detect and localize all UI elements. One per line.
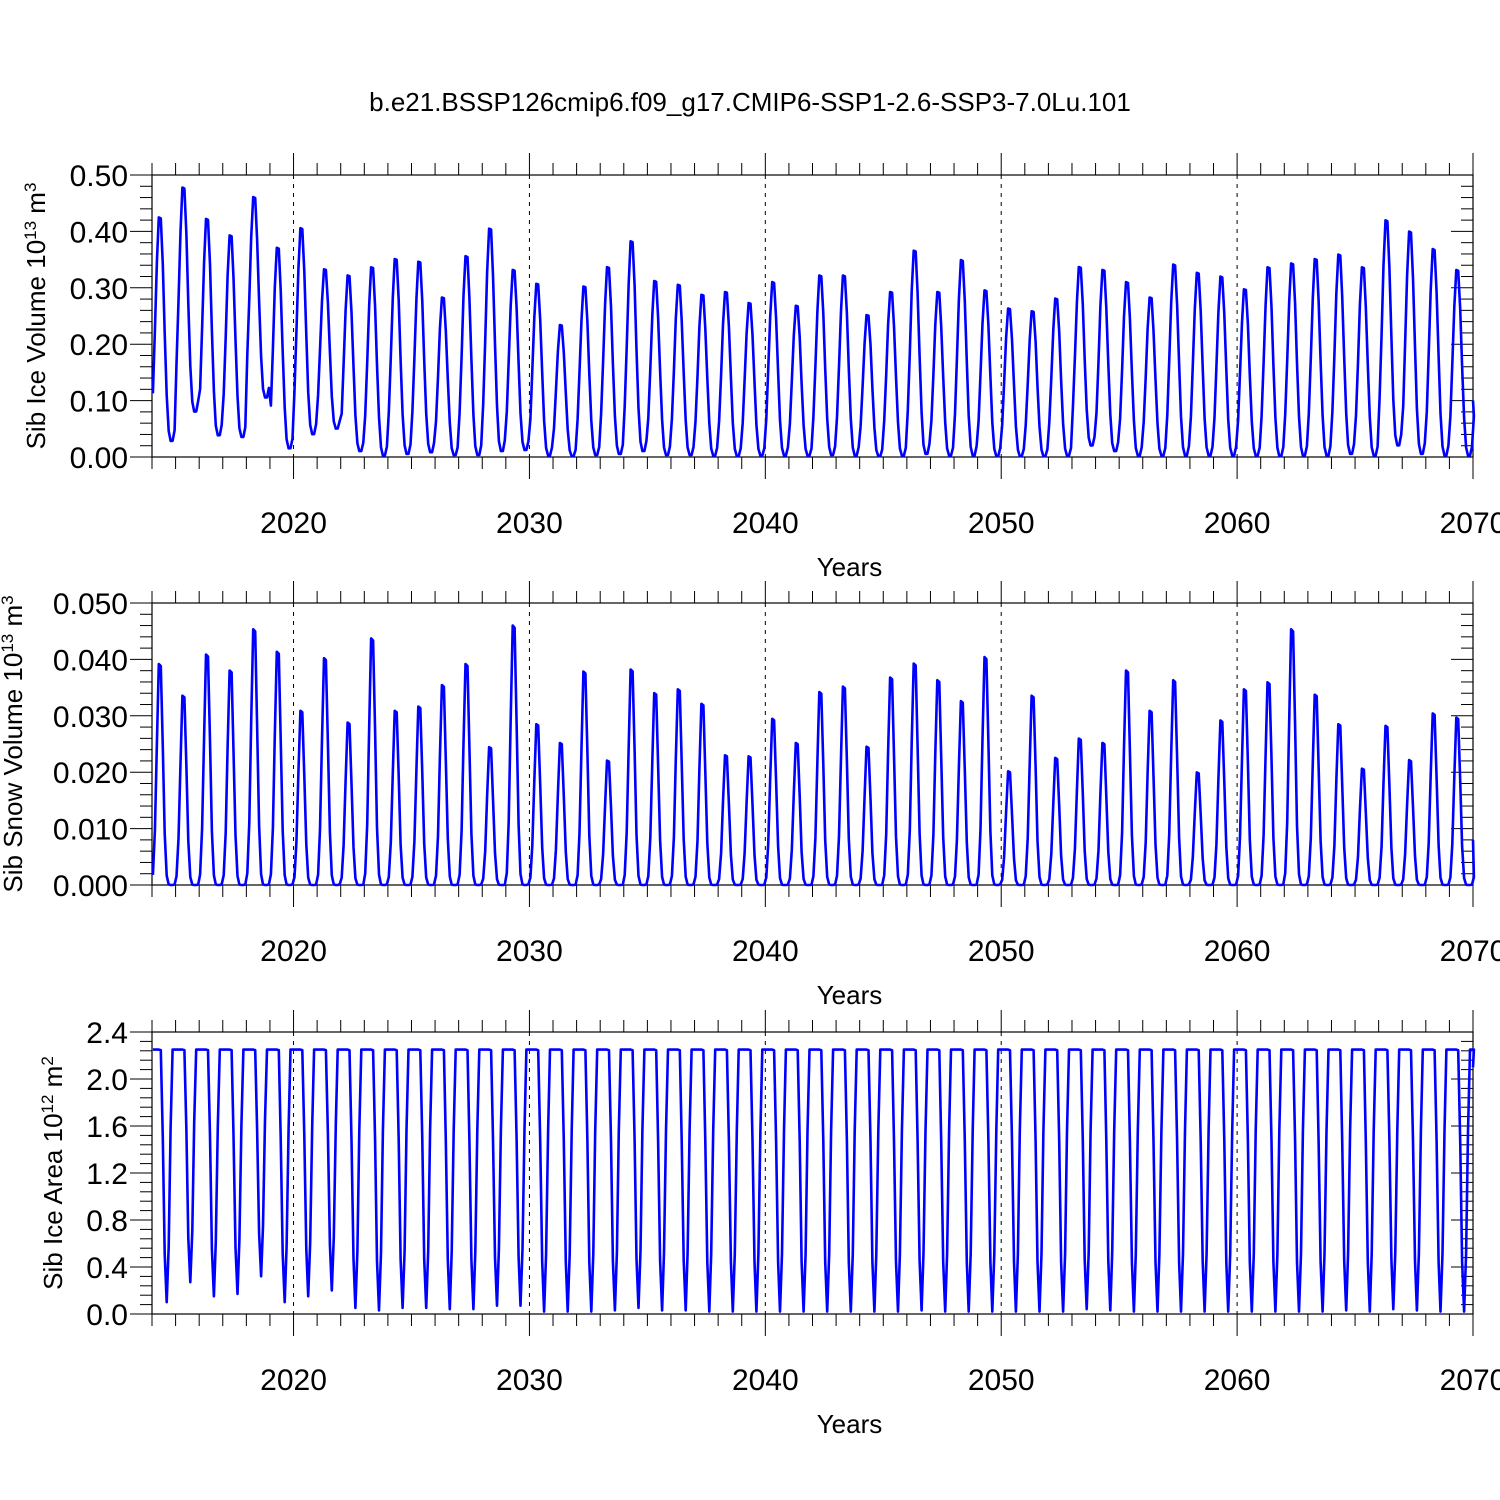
x-tick-label: 2040: [732, 1364, 799, 1397]
x-tick-label: 2070: [1440, 935, 1500, 968]
chart-panel-1: 2020 2030 2040 2050 2060 2070 0.00 0.10 0.20 0.30…: [21, 153, 1500, 582]
y-tick-label: 0.020: [53, 757, 128, 790]
x-tick-label: 2040: [732, 935, 799, 968]
y-tick-label: 0.40: [70, 216, 128, 249]
figure-title: b.e21.BSSP126cmip6.f09_g17.CMIP6-SSP1-2.…: [369, 87, 1131, 117]
y-tick-label: 2.0: [86, 1064, 128, 1097]
x-tick-label: 2020: [260, 507, 327, 540]
y-axis-label: Sib Ice Area 1012 m2: [38, 1056, 69, 1290]
y-axis-label: Sib Snow Volume 1013 m3: [0, 595, 28, 892]
x-axis-label: Years: [817, 980, 883, 1010]
y-tick-label: 0.00: [70, 442, 128, 475]
x-tick-label: 2060: [1204, 1364, 1271, 1397]
x-tick-label: 2070: [1440, 1364, 1500, 1397]
y-tick-label: 0.000: [53, 870, 128, 903]
y-tick-label: 2.4: [86, 1017, 128, 1050]
x-tick-label: 2030: [496, 507, 563, 540]
y-tick-label: 1.2: [86, 1158, 128, 1191]
y-tick-label: 1.6: [86, 1111, 128, 1144]
y-tick-label: 0.050: [53, 588, 128, 621]
y-tick-label: 0.30: [70, 273, 128, 306]
y-tick-label: 0.10: [70, 386, 128, 419]
series-line: [152, 1048, 1476, 1313]
x-tick-label: 2050: [968, 935, 1035, 968]
y-tick-label: 0.50: [70, 160, 128, 193]
y-tick-label: 0.030: [53, 701, 128, 734]
y-axis-label: Sib Ice Volume 1013 m3: [21, 183, 52, 450]
x-axis-label: Years: [817, 552, 883, 582]
y-tick-label: 0.20: [70, 329, 128, 362]
x-axis-label: Years: [817, 1409, 883, 1439]
y-tick-label: 0.010: [53, 814, 128, 847]
x-tick-label: 2020: [260, 1364, 327, 1397]
chart-panel-2: 2020 2030 2040 2050 2060 2070 0.000 0.010 0.020 0…: [0, 581, 1500, 1010]
y-tick-label: 0.0: [86, 1299, 128, 1332]
y-tick-label: 0.8: [86, 1205, 128, 1238]
y-tick-label: 0.4: [86, 1252, 128, 1285]
y-tick-label: 0.040: [53, 644, 128, 677]
x-tick-label: 2050: [968, 507, 1035, 540]
x-tick-label: 2050: [968, 1364, 1035, 1397]
x-tick-label: 2060: [1204, 507, 1271, 540]
x-tick-label: 2040: [732, 507, 799, 540]
series-line: [151, 624, 1476, 887]
x-tick-label: 2060: [1204, 935, 1271, 968]
x-tick-label: 2030: [496, 935, 563, 968]
x-tick-label: 2030: [496, 1364, 563, 1397]
chart-panel-3: 2020 2030 2040 2050 2060 2070 0.0 0.4 0.8 1.2 1.6 2…: [38, 1010, 1500, 1439]
x-tick-label: 2070: [1440, 507, 1500, 540]
series-line: [151, 186, 1476, 458]
x-tick-label: 2020: [260, 935, 327, 968]
